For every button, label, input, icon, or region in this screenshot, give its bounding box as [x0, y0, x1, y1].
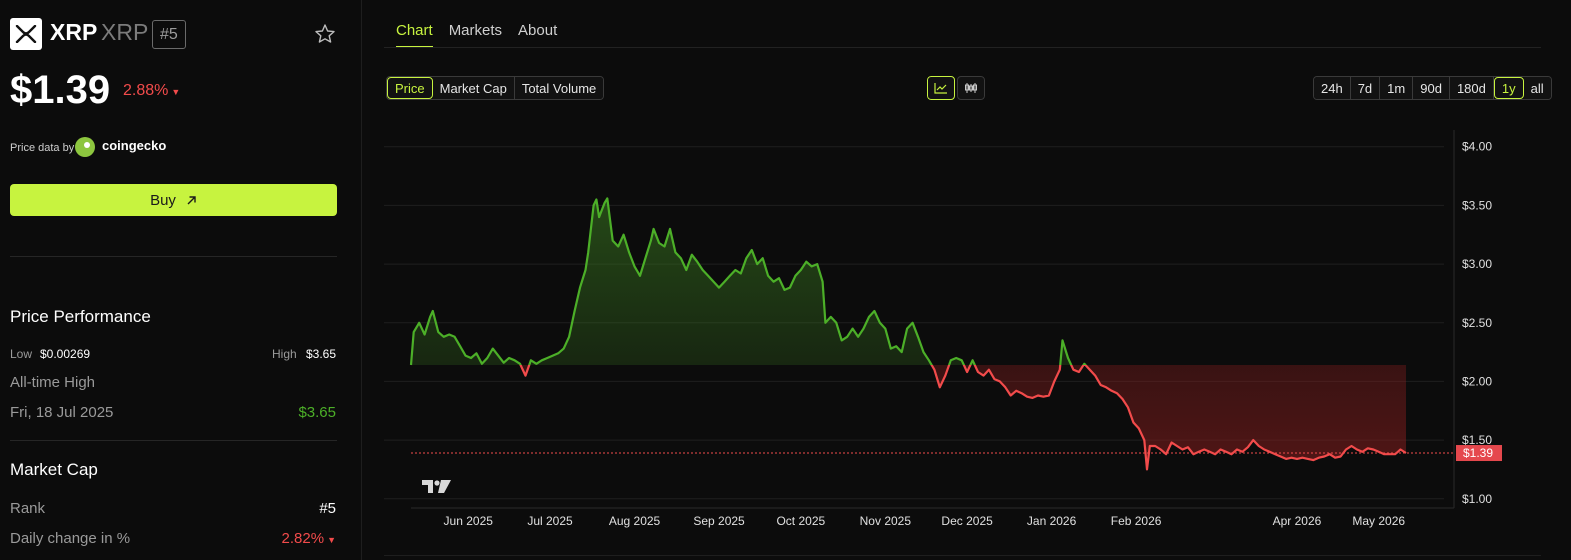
divider	[10, 440, 337, 441]
tab-markets[interactable]: Markets	[448, 22, 503, 39]
main-tabs: Chart Markets About	[396, 22, 557, 48]
price-chart-svg: $4.00 $3.50 $3.00 $2.50 $2.00 $1.50 $1.00 Jun 2…	[384, 130, 1502, 528]
y-tick-label: $2.50	[1462, 316, 1492, 330]
xrp-logo-icon	[10, 18, 42, 50]
coingecko-logo-icon	[75, 137, 95, 157]
price-line	[409, 197, 1454, 471]
candlestick-icon[interactable]	[957, 76, 985, 100]
range-all-button[interactable]: all	[1523, 77, 1551, 99]
metric-market-cap-button[interactable]: Market Cap	[432, 77, 515, 99]
coingecko-name[interactable]: coingecko	[102, 138, 167, 153]
buy-button[interactable]: Buy	[10, 184, 337, 216]
tab-chart[interactable]: Chart	[396, 22, 433, 48]
price-change-value: 2.88%	[123, 82, 169, 99]
rank-label: Rank	[10, 500, 46, 517]
x-tick-label: Sep 2025	[693, 514, 745, 528]
range-7d-button[interactable]: 7d	[1350, 77, 1381, 99]
price-performance-title: Price Performance	[10, 307, 151, 326]
down-arrow-icon: ▼	[327, 535, 336, 545]
rank-badge: #5	[152, 20, 186, 49]
low-label: Low	[10, 347, 33, 361]
tradingview-logo-icon	[422, 480, 451, 493]
line-chart-icon[interactable]	[927, 76, 955, 100]
bottom-divider	[384, 555, 1541, 556]
coin-name: XRP	[50, 19, 98, 45]
x-tick-label: Jan 2026	[1027, 514, 1077, 528]
ath-date: Fri, 18 Jul 2025	[10, 404, 114, 421]
range-180d-button[interactable]: 180d	[1449, 77, 1494, 99]
ath-label: All-time High	[10, 374, 96, 391]
market-cap-title: Market Cap	[10, 460, 98, 479]
x-tick-label: Aug 2025	[609, 514, 661, 528]
x-tick-label: Nov 2025	[860, 514, 912, 528]
axis-labels: $4.00 $3.50 $3.00 $2.50 $2.00 $1.50 $1.00 Jun 2…	[444, 140, 1502, 528]
price-line-up	[409, 197, 1087, 366]
area-above-baseline	[411, 198, 1406, 366]
chart-type-toggle	[927, 76, 985, 100]
y-tick-label: $4.00	[1462, 140, 1492, 154]
price-line-down	[411, 365, 1407, 471]
buy-button-label: Buy	[150, 191, 176, 209]
area-fills	[411, 198, 1406, 470]
divider	[10, 256, 337, 257]
y-tick-label: $2.00	[1462, 374, 1492, 388]
area-below-baseline	[520, 365, 1406, 470]
x-tick-label: Feb 2026	[1111, 514, 1162, 528]
x-tick-label: Dec 2025	[941, 514, 993, 528]
coin-ticker: XRP	[101, 19, 149, 45]
high-label: High	[272, 347, 297, 361]
y-tick-label: $1.00	[1462, 492, 1492, 506]
range-selector: 24h 7d 1m 90d 180d 1y all	[1313, 76, 1552, 100]
range-24h-button[interactable]: 24h	[1314, 77, 1351, 99]
y-tick-label: $3.50	[1462, 198, 1492, 212]
down-arrow-icon: ▼	[171, 87, 181, 97]
star-icon[interactable]	[313, 22, 337, 46]
daily-change-label: Daily change in %	[10, 530, 131, 547]
range-90d-button[interactable]: 90d	[1413, 77, 1450, 99]
metric-total-volume-button[interactable]: Total Volume	[514, 77, 604, 99]
y-tick-label: $1.50	[1462, 433, 1492, 447]
current-price-label: $1.39	[1463, 446, 1493, 460]
x-tick-label: May 2026	[1352, 514, 1405, 528]
metric-selector: Price Market Cap Total Volume	[386, 76, 605, 100]
current-price: $1.39	[10, 68, 111, 112]
price-data-label: Price data by	[10, 142, 75, 154]
range-1m-button[interactable]: 1m	[1380, 77, 1414, 99]
coin-sidebar: XRP XRP #5 $1.39 2.88% ▼ Price data by co…	[0, 0, 362, 560]
metric-price-button[interactable]: Price	[387, 77, 433, 99]
current-price-badge	[1456, 445, 1502, 462]
arrow-up-right-icon	[187, 195, 196, 204]
daily-change-number: 2.82%	[281, 530, 325, 547]
daily-change-value: 2.82% ▼	[282, 530, 336, 547]
y-tick-label: $3.00	[1462, 257, 1492, 271]
tab-about[interactable]: About	[518, 22, 558, 39]
x-tick-label: Jul 2025	[527, 514, 573, 528]
x-tick-label: Oct 2025	[776, 514, 825, 528]
x-tick-label: Apr 2026	[1273, 514, 1322, 528]
rank-value: #5	[319, 500, 336, 517]
price-chart[interactable]: $4.00 $3.50 $3.00 $2.50 $2.00 $1.50 $1.00 Jun 2…	[384, 130, 1504, 550]
x-tick-label: Jun 2025	[444, 514, 494, 528]
ath-value: $3.65	[298, 404, 336, 421]
tabs-divider	[384, 47, 1541, 48]
price-change: 2.88% ▼	[123, 82, 180, 100]
range-1y-button[interactable]: 1y	[1493, 77, 1524, 99]
high-value: $3.65	[306, 347, 337, 361]
low-value: $0.00269	[40, 347, 91, 361]
